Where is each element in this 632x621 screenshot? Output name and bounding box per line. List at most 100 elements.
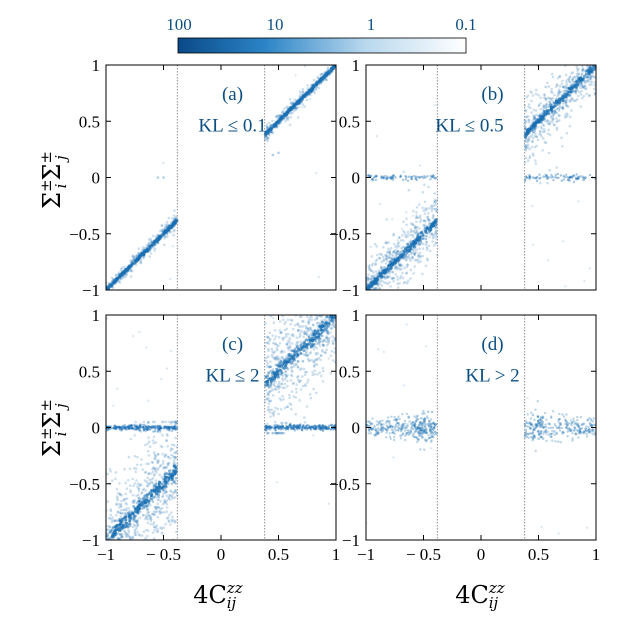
scatter-point	[403, 256, 406, 260]
scatter-point	[156, 233, 159, 237]
scatter-point	[151, 461, 154, 465]
y-tick-label: −1	[342, 281, 360, 300]
scatter-point	[407, 255, 411, 259]
scatter-point	[310, 358, 314, 362]
scatter-point	[156, 515, 160, 519]
scatter-point	[174, 488, 177, 492]
scatter-points	[106, 65, 336, 290]
scatter-point	[120, 505, 123, 509]
scatter-point	[581, 70, 584, 73]
scatter-point	[398, 244, 401, 248]
scatter-point	[561, 85, 565, 88]
scatter-point	[380, 176, 384, 179]
scatter-point	[315, 317, 319, 320]
scatter-point	[123, 270, 127, 274]
scatter-point	[397, 236, 401, 240]
scatter-point	[116, 492, 120, 495]
scatter-point	[285, 375, 289, 378]
scatter-point	[581, 86, 584, 89]
scatter-point	[326, 68, 329, 72]
scatter-point	[398, 235, 401, 239]
scatter-point	[325, 427, 328, 430]
scatter-point	[269, 130, 273, 134]
scatter-point	[106, 500, 110, 503]
scatter-point	[153, 513, 156, 516]
scatter-point	[314, 351, 318, 355]
scatter-point	[414, 177, 417, 181]
scatter-point	[418, 236, 422, 240]
scatter-point	[330, 327, 333, 330]
scatter-point	[159, 444, 163, 448]
scatter-point	[267, 399, 271, 403]
scatter-point	[118, 537, 121, 540]
scatter-point	[294, 350, 298, 354]
scatter-point	[306, 357, 310, 361]
scatter-point	[422, 219, 426, 223]
scatter-point	[288, 98, 292, 101]
scatter-point	[142, 257, 145, 260]
scatter-point	[164, 485, 168, 489]
scatter-point	[533, 118, 537, 121]
scatter-point	[301, 87, 305, 91]
scatter-point	[159, 464, 163, 467]
scatter-point	[137, 487, 141, 491]
scatter-point	[410, 253, 413, 256]
scatter-point	[524, 149, 528, 152]
scatter-point	[162, 420, 165, 424]
scatter-point	[431, 240, 434, 243]
scatter-point	[282, 110, 285, 114]
scatter-point	[389, 177, 393, 181]
scatter-point	[366, 174, 370, 177]
scatter-point	[110, 518, 114, 522]
scatter-point	[145, 244, 148, 247]
scatter-point	[265, 364, 269, 368]
scatter-point	[564, 85, 568, 89]
scatter-point	[568, 80, 571, 83]
scatter-point	[321, 72, 324, 76]
scatter-point	[274, 388, 278, 391]
scatter-point	[419, 260, 423, 263]
scatter-point	[330, 349, 334, 353]
colorbar-gradient	[177, 37, 467, 54]
scatter-point	[311, 370, 315, 374]
scatter-point	[586, 75, 589, 79]
scatter-point	[544, 98, 548, 102]
scatter-point	[138, 497, 141, 501]
scatter-point	[285, 342, 289, 345]
scatter-point	[427, 185, 430, 189]
scatter-point	[578, 175, 582, 178]
scatter-point	[283, 360, 286, 363]
scatter-point	[425, 234, 428, 238]
scatter-point	[551, 97, 555, 100]
scatter-point	[585, 87, 588, 90]
scatter-point	[410, 222, 413, 225]
scatter-point	[167, 216, 171, 220]
scatter-point	[434, 231, 437, 235]
scatter-point	[432, 237, 435, 240]
scatter-point	[372, 287, 375, 290]
scatter-point	[132, 500, 135, 503]
scatter-point	[312, 90, 316, 93]
scatter-point	[378, 256, 381, 260]
scatter-point	[290, 427, 293, 431]
scatter-point	[398, 265, 402, 268]
scatter-point	[575, 178, 578, 181]
scatter-point	[417, 258, 420, 262]
scatter-point	[303, 94, 306, 98]
scatter-point	[575, 65, 579, 69]
scatter-point	[382, 176, 385, 179]
scatter-point	[580, 72, 584, 76]
scatter-point	[271, 431, 274, 435]
scatter-point	[172, 480, 176, 483]
scatter-point	[268, 425, 272, 428]
scatter-point	[277, 385, 281, 388]
scatter-point	[547, 85, 551, 88]
scatter-point	[130, 537, 133, 540]
scatter-point	[138, 251, 141, 254]
scatter-point	[413, 249, 416, 252]
scatter-point	[161, 462, 165, 466]
scatter-point	[124, 515, 127, 519]
scatter-point	[325, 340, 328, 343]
scatter-point	[155, 510, 158, 513]
scatter-point	[576, 89, 580, 92]
